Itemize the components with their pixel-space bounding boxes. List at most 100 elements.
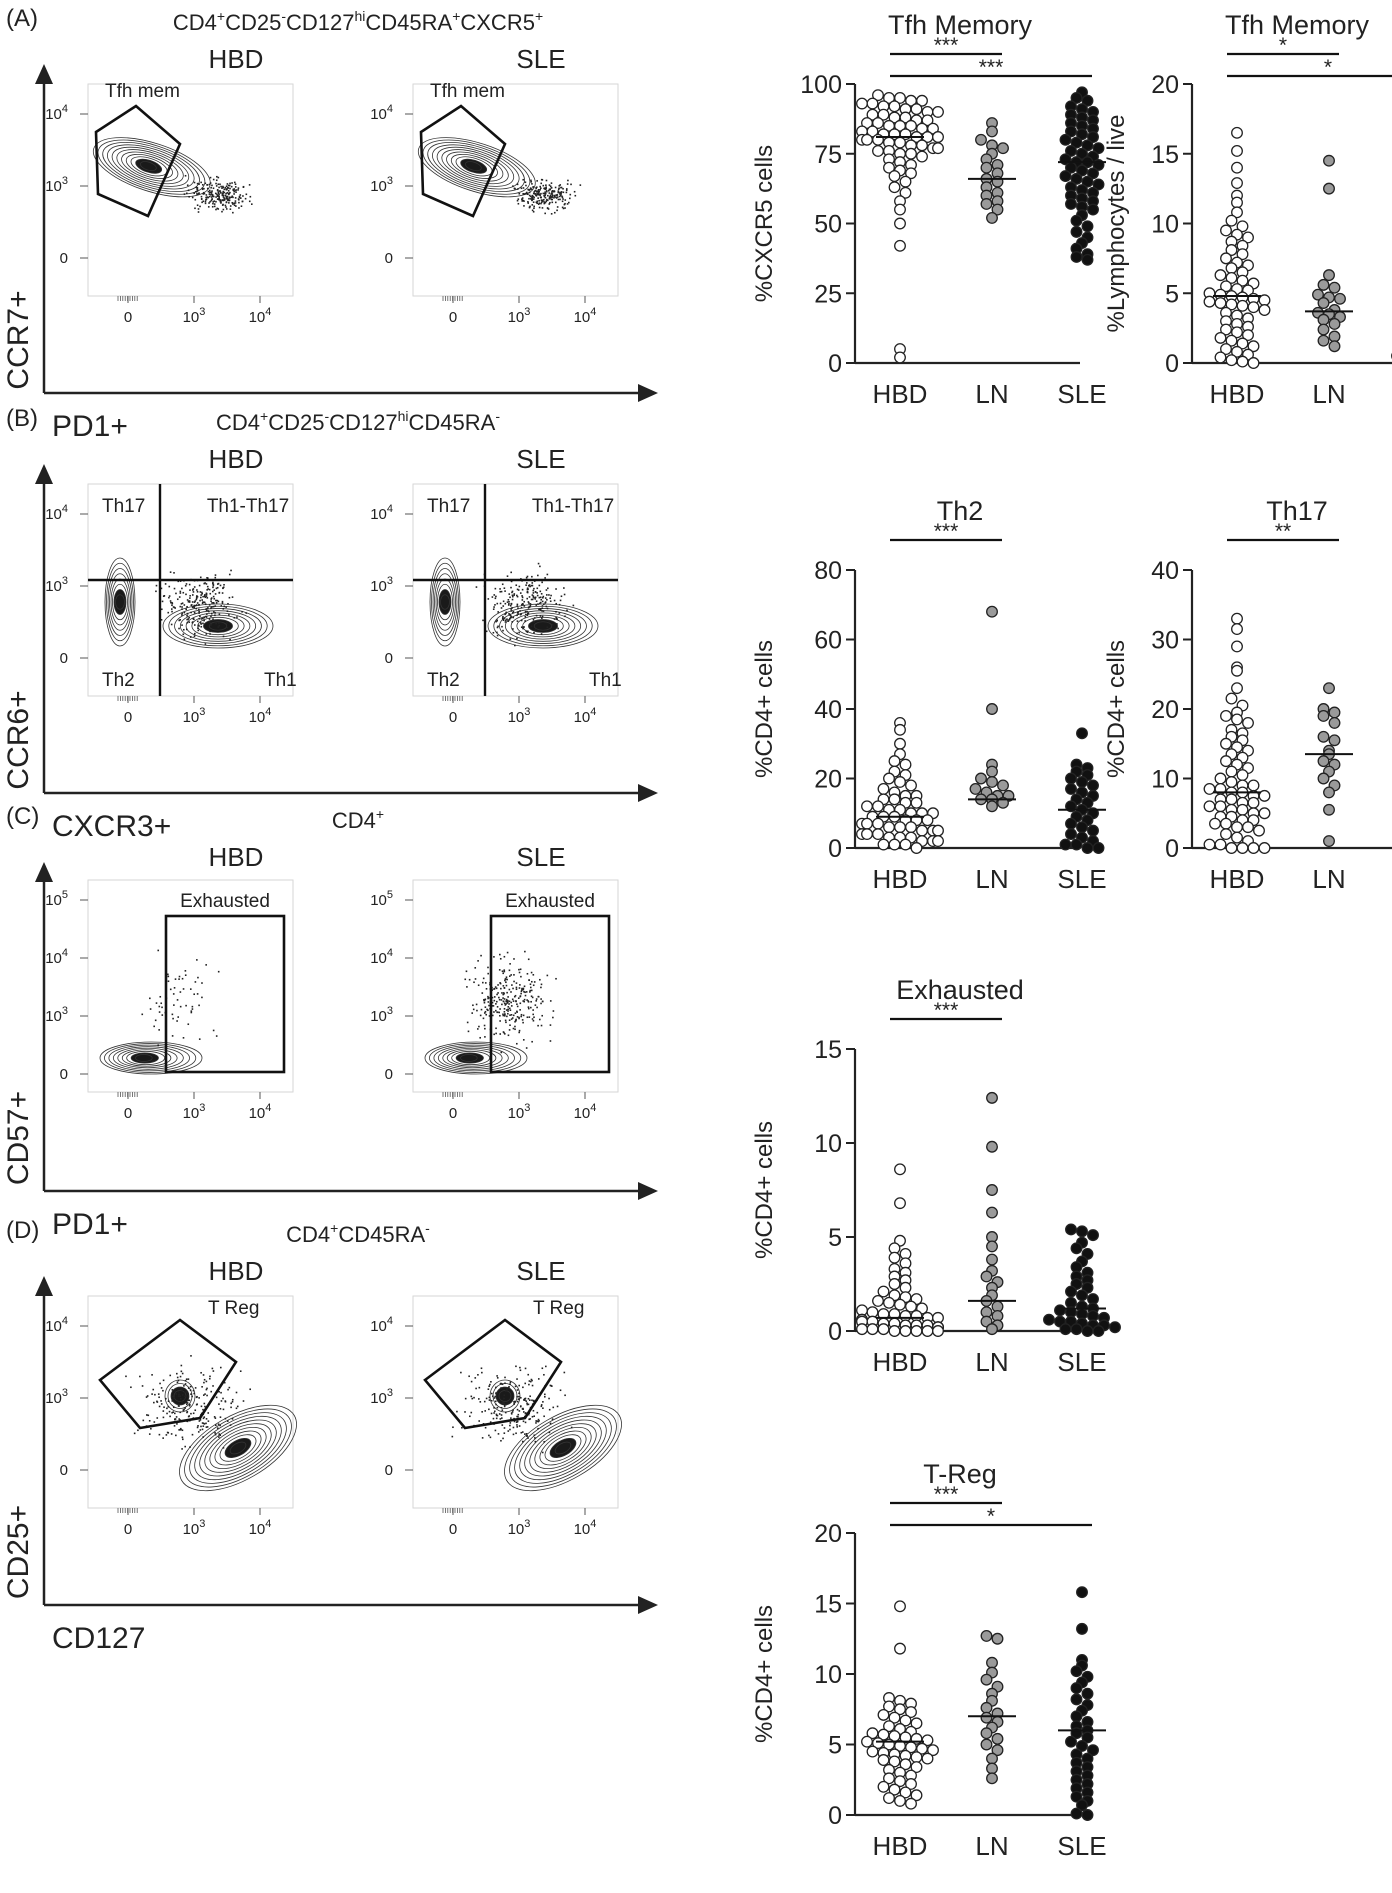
- data-point-hbd: [861, 828, 873, 841]
- event-dot: [193, 611, 196, 614]
- event-dot: [537, 603, 539, 605]
- data-point-ln: [975, 133, 987, 146]
- event-dot: [522, 988, 525, 991]
- event-dot: [181, 1429, 184, 1432]
- event-dot: [218, 622, 220, 624]
- contour-line: [437, 583, 453, 621]
- event-dot: [189, 636, 192, 638]
- event-dot: [172, 606, 175, 608]
- event-dot: [508, 1029, 511, 1031]
- event-dot: [203, 187, 205, 190]
- event-dot: [502, 629, 504, 632]
- event-dot: [517, 589, 520, 591]
- event-dot: [497, 984, 499, 986]
- event-dot: [482, 977, 485, 980]
- data-point-sle: [1059, 170, 1072, 183]
- significance-label: *: [1324, 56, 1332, 79]
- event-dot: [181, 587, 183, 590]
- event-dot: [503, 1405, 506, 1408]
- event-dot: [535, 614, 538, 617]
- event-dot: [204, 596, 207, 599]
- x-tick-label: 104: [249, 706, 272, 726]
- data-point-hbd: [921, 1752, 934, 1765]
- data-point-hbd: [1220, 755, 1232, 768]
- event-dot: [232, 211, 234, 214]
- event-dot: [210, 612, 213, 615]
- event-dot: [212, 195, 215, 198]
- event-dot: [205, 633, 208, 635]
- x-tick-label: 0: [449, 1105, 457, 1122]
- data-point-hbd: [1247, 796, 1260, 809]
- data-point-ln: [1328, 317, 1341, 330]
- data-point-hbd: [894, 1298, 906, 1311]
- gate-label-th2: Th2: [427, 670, 460, 691]
- y-tick-label: 105: [370, 889, 393, 909]
- event-dot: [191, 594, 194, 596]
- event-dot: [492, 1005, 495, 1007]
- data-point-sle: [1070, 1665, 1083, 1678]
- contour-line: [107, 568, 133, 636]
- event-dot: [494, 1395, 496, 1398]
- contour-line: [417, 137, 536, 198]
- event-dot: [186, 618, 188, 621]
- event-dot: [542, 595, 545, 598]
- event-dot: [535, 600, 538, 602]
- event-dot: [188, 195, 190, 198]
- event-dot: [224, 186, 227, 189]
- event-dot: [202, 1422, 205, 1425]
- data-point-ln: [1334, 292, 1346, 305]
- event-dot: [248, 200, 251, 203]
- event-dot: [509, 1383, 511, 1385]
- event-dot: [508, 1003, 510, 1005]
- event-dot: [201, 592, 204, 595]
- event-dot: [190, 1011, 193, 1014]
- event-dot: [190, 1412, 192, 1415]
- x-tick-label: 104: [574, 1102, 597, 1122]
- event-dot: [546, 630, 548, 633]
- event-dot: [521, 989, 523, 991]
- y-tick-label: 105: [45, 889, 68, 909]
- event-dot: [162, 1410, 165, 1412]
- event-dot: [227, 1388, 229, 1391]
- data-point-hbd: [899, 838, 912, 851]
- data-point-hbd: [1225, 262, 1238, 275]
- event-dot: [540, 199, 543, 202]
- event-dot: [515, 1018, 517, 1021]
- data-point-hbd: [861, 817, 873, 830]
- event-dot: [545, 186, 547, 188]
- data-point-sle: [1076, 821, 1088, 834]
- event-dot: [207, 607, 209, 609]
- chart-y-tick-label: 15: [1151, 141, 1179, 169]
- event-dot: [157, 1044, 159, 1047]
- event-dot: [198, 1038, 201, 1040]
- data-point-hbd: [1236, 803, 1249, 816]
- event-dot: [544, 194, 546, 196]
- x-tick-label: 104: [249, 1102, 272, 1122]
- data-point-hbd: [921, 1734, 934, 1747]
- event-dot: [528, 1418, 530, 1421]
- data-point-hbd: [1231, 206, 1243, 219]
- chart-y-tick-label: 10: [1151, 766, 1179, 794]
- event-dot: [218, 199, 220, 201]
- data-point-hbd: [1220, 323, 1232, 336]
- event-dot: [512, 1433, 515, 1436]
- event-dot: [167, 1405, 170, 1408]
- chart-y-label: %CD4+ cells: [751, 1605, 778, 1743]
- event-dot: [510, 603, 513, 605]
- event-dot: [202, 1408, 204, 1411]
- event-dot: [218, 192, 220, 195]
- data-point-hbd: [1236, 355, 1249, 368]
- event-dot: [538, 199, 540, 202]
- event-dot: [201, 183, 204, 186]
- data-point-hbd: [905, 1706, 917, 1719]
- event-dot: [534, 1004, 537, 1006]
- event-dot: [521, 588, 524, 591]
- gate-rect: [164, 914, 286, 1074]
- event-dot: [550, 182, 553, 184]
- event-dot: [540, 1024, 543, 1027]
- event-dot: [504, 1382, 506, 1385]
- event-dot: [182, 1409, 185, 1411]
- event-dot: [516, 595, 519, 598]
